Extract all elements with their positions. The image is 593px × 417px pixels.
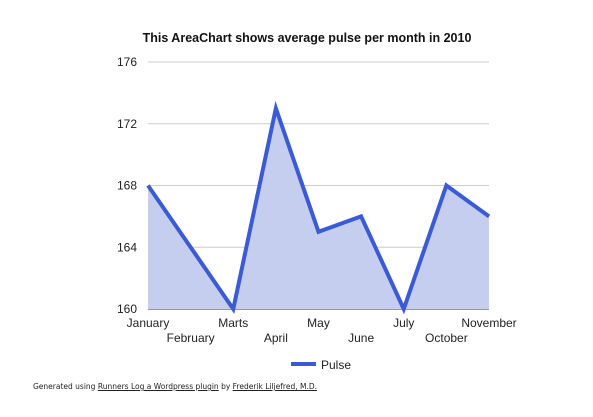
area-chart: This AreaChart shows average pulse per m…	[117, 31, 517, 372]
chart-title: This AreaChart shows average pulse per m…	[143, 31, 472, 45]
y-axis-tick-labels: 160 164 168 172 176	[117, 55, 137, 316]
x-tick-label: February	[167, 331, 215, 345]
x-tick-label: November	[461, 316, 516, 330]
y-tick-label: 176	[117, 55, 137, 69]
x-tick-label: July	[393, 316, 414, 330]
pulse-area	[148, 108, 489, 309]
x-tick-label: Marts	[218, 316, 248, 330]
y-tick-label: 168	[117, 179, 137, 193]
plugin-link[interactable]: Runners Log a Wordpress plugin	[97, 382, 219, 391]
x-tick-label: April	[264, 331, 288, 345]
x-tick-label: October	[425, 331, 468, 345]
legend: Pulse	[291, 358, 351, 372]
x-tick-label: January	[127, 316, 170, 330]
x-tick-label: June	[348, 331, 374, 345]
y-tick-label: 164	[117, 240, 137, 254]
y-tick-label: 160	[117, 302, 137, 316]
author-link[interactable]: Frederik Liljefred, M.D.	[232, 382, 317, 391]
y-tick-label: 172	[117, 117, 137, 131]
pulse-line	[146, 100, 491, 315]
footer-prefix: Generated using	[33, 382, 98, 391]
footer-middle: by	[218, 382, 233, 391]
footer-credit: Generated using Runners Log a Wordpress …	[33, 382, 317, 391]
legend-label-pulse: Pulse	[321, 358, 351, 372]
x-tick-label: May	[307, 316, 330, 330]
